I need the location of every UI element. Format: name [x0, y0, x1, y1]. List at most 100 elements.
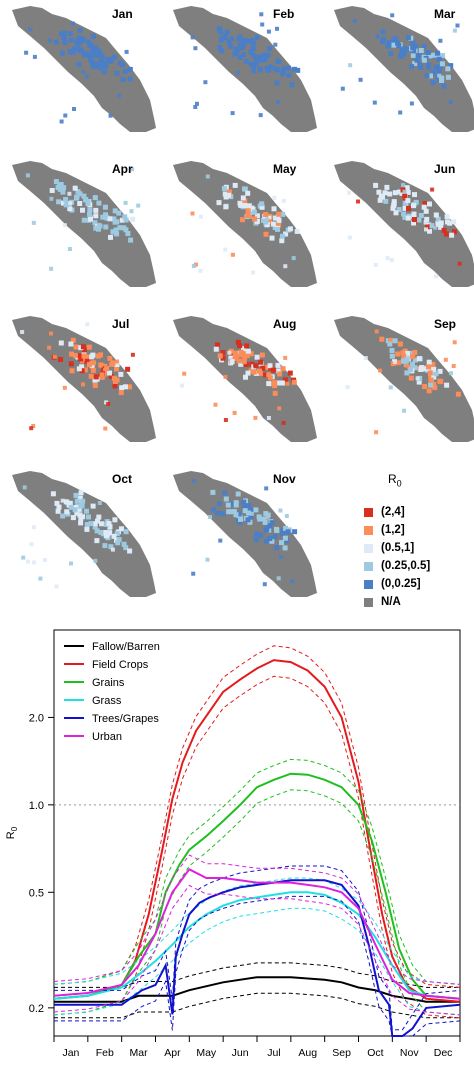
chart-legend-item: Field Crops	[64, 659, 149, 671]
x-tick-label: May	[196, 1047, 217, 1059]
month-label: Apr	[112, 162, 133, 176]
month-label: Aug	[273, 317, 296, 331]
chart-legend-label: Grains	[92, 677, 125, 689]
map-cells	[191, 479, 298, 587]
legend-item: (1,2]	[364, 522, 405, 538]
legend-swatch	[364, 507, 373, 517]
chart-legend-label: Trees/Grapes	[92, 713, 159, 725]
month-map: Jul	[12, 316, 156, 442]
legend-item: (2,4]	[364, 504, 405, 520]
map-region	[12, 316, 156, 442]
monthly-r0-maps: Jan Feb Mar Apr May Jun Jul Aug Sep Oct Nov	[12, 6, 474, 597]
series-line	[53, 772, 461, 1000]
chart-legend-item: Trees/Grapes	[64, 713, 159, 725]
series-upper-band	[54, 865, 461, 1031]
x-tick-label: Feb	[96, 1047, 114, 1059]
month-map: Nov	[173, 471, 317, 597]
series-line	[54, 976, 460, 1003]
map-cells	[180, 339, 297, 425]
month-map: Feb	[173, 6, 317, 132]
chart-legend-label: Grass	[92, 695, 122, 707]
month-label: Oct	[112, 472, 132, 486]
map-cells	[24, 21, 133, 124]
series-upper-band	[53, 645, 461, 988]
month-map: Sep	[334, 316, 474, 442]
y-tick-label: 0.5	[29, 887, 44, 899]
x-tick-label: Jul	[267, 1047, 280, 1059]
legend-item: N/A	[364, 594, 401, 610]
legend-label: (0.25,0.5]	[381, 560, 431, 572]
x-tick-label: Jun	[232, 1047, 249, 1059]
x-tick-label: Sep	[332, 1047, 351, 1059]
r0-line-chart: 0.2 0.5 1.0 2.0 R0 Jan Feb Mar Apr May Jun Jul Aug Se…	[5, 629, 461, 1059]
series-upper-band	[53, 758, 461, 985]
legend-label: (0.5,1]	[381, 542, 415, 554]
map-region	[12, 6, 156, 132]
series-line	[54, 879, 461, 1037]
legend-item: (0.5,1]	[364, 540, 414, 556]
map-cells	[20, 322, 135, 431]
month-map: Jan	[12, 6, 156, 132]
x-tick-label: Oct	[367, 1047, 383, 1059]
month-map: Apr	[12, 161, 156, 287]
y-tick-label: 2.0	[29, 712, 44, 724]
y-axis-label: R0	[5, 826, 19, 839]
month-label: Jan	[112, 7, 133, 21]
series-group	[53, 877, 461, 1016]
y-tick-label: 0.2	[29, 1003, 44, 1015]
map-region	[334, 161, 474, 287]
month-map: Mar	[334, 6, 474, 132]
month-label: Feb	[273, 7, 294, 21]
map-region	[173, 161, 317, 287]
legend-label: (0,0.25]	[381, 578, 421, 590]
chart-legend-item: Grass	[64, 695, 122, 707]
month-map: Aug	[173, 316, 317, 442]
series-group	[53, 854, 461, 1016]
series-lower-band	[53, 884, 461, 1016]
map-region	[173, 471, 317, 597]
map-region	[334, 6, 474, 132]
chart-legend-label: Field Crops	[92, 659, 149, 671]
legend-label: (2,4]	[381, 506, 405, 518]
legend-item: (0.25,0.5]	[364, 558, 430, 574]
legend-swatch	[364, 543, 373, 553]
month-label: Jun	[434, 162, 455, 176]
series-lower-band	[54, 992, 460, 1019]
series-group	[53, 645, 461, 1019]
map-cells	[21, 485, 133, 589]
map-cells	[340, 13, 460, 115]
month-label: Jul	[112, 317, 129, 331]
chart-legend-item: Urban	[64, 731, 122, 743]
month-label: May	[273, 162, 297, 176]
month-label: Mar	[434, 7, 456, 21]
series-line	[53, 868, 461, 1000]
x-tick-label: Mar	[130, 1047, 149, 1059]
legend-item: (0,0.25]	[364, 576, 421, 592]
month-label: Sep	[434, 317, 456, 331]
series-lower-band	[53, 789, 461, 1016]
map-cells	[190, 12, 301, 118]
x-tick-label: Nov	[400, 1047, 419, 1059]
series-line	[53, 659, 461, 1003]
map-region	[12, 161, 156, 287]
series-line	[53, 891, 461, 1000]
y-tick-label: 1.0	[29, 800, 44, 812]
series-lower-band	[53, 907, 461, 1016]
legend-swatch	[364, 579, 373, 589]
month-map: Oct	[12, 471, 156, 597]
map-cells	[190, 174, 300, 275]
chart-legend-label: Urban	[92, 731, 122, 743]
series-group	[54, 865, 461, 1037]
month-label: Nov	[273, 472, 296, 486]
chart-legend-item: Fallow/Barren	[64, 641, 160, 653]
series-lower-band	[53, 675, 461, 1019]
chart-legend-label: Fallow/Barren	[92, 641, 160, 653]
legend-label: N/A	[381, 596, 401, 608]
legend-swatch	[364, 561, 373, 571]
legend-title: R0	[388, 472, 402, 489]
map-legend: R0 (2,4] (1,2] (0.5,1] (0.25,0.5] (0,0.25] N/…	[358, 472, 474, 612]
series-upper-band	[53, 877, 461, 985]
legend-label: (1,2]	[381, 524, 405, 536]
map-cells	[25, 167, 141, 271]
x-tick-label: Dec	[434, 1047, 453, 1059]
